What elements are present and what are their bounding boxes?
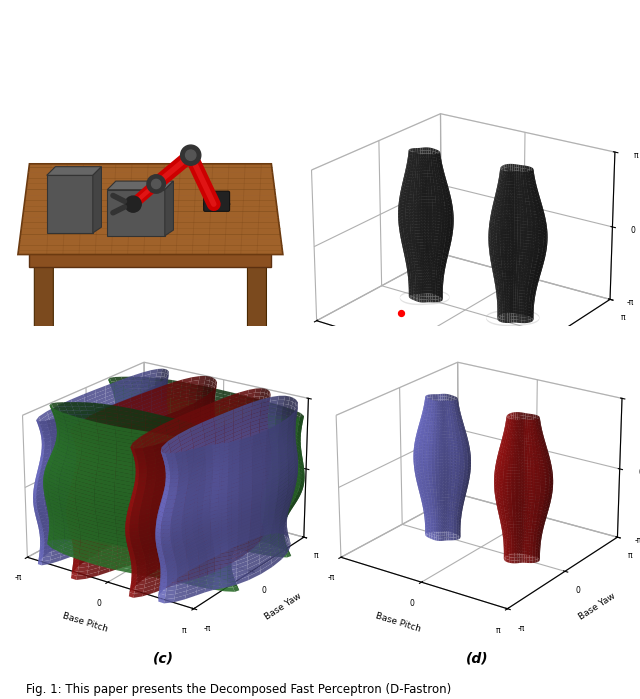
Text: (d): (d) (465, 651, 488, 665)
Polygon shape (165, 181, 173, 236)
Circle shape (180, 145, 201, 165)
Polygon shape (47, 175, 93, 233)
Polygon shape (93, 166, 102, 233)
Ellipse shape (19, 326, 293, 358)
FancyBboxPatch shape (29, 252, 271, 268)
Polygon shape (47, 166, 102, 175)
Text: (a): (a) (140, 362, 161, 376)
Circle shape (125, 196, 141, 212)
Text: (c): (c) (153, 651, 173, 665)
Circle shape (186, 150, 196, 160)
Circle shape (152, 180, 161, 189)
Ellipse shape (204, 199, 230, 209)
Polygon shape (108, 189, 165, 236)
Circle shape (147, 175, 165, 193)
Text: Fig. 1: This paper presents the Decomposed Fast Perceptron (D-Fastron): Fig. 1: This paper presents the Decompos… (26, 682, 451, 696)
Polygon shape (108, 181, 173, 189)
FancyBboxPatch shape (35, 254, 53, 344)
X-axis label: Base Pitch: Base Pitch (355, 376, 403, 399)
Y-axis label: Base Yaw: Base Yaw (264, 592, 303, 622)
X-axis label: Base Pitch: Base Pitch (374, 612, 422, 634)
Y-axis label: Base Yaw: Base Yaw (566, 356, 606, 387)
X-axis label: Base Pitch: Base Pitch (61, 612, 108, 634)
FancyBboxPatch shape (32, 336, 56, 346)
Y-axis label: Base Yaw: Base Yaw (577, 592, 617, 622)
FancyBboxPatch shape (204, 191, 230, 211)
Text: (b): (b) (449, 421, 472, 435)
Polygon shape (18, 164, 283, 254)
FancyBboxPatch shape (245, 336, 269, 346)
FancyBboxPatch shape (248, 254, 266, 344)
